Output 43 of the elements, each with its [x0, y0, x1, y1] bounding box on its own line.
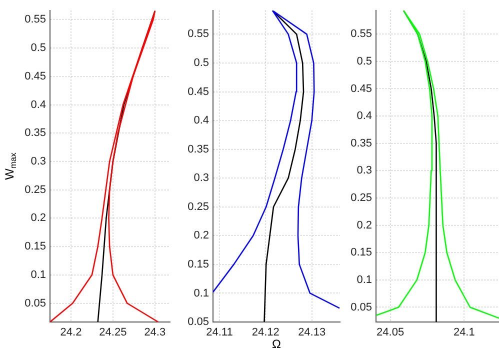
y-tick-label: 0.4 — [30, 98, 46, 111]
x-tick-label: 24.05 — [376, 326, 404, 339]
y-tick-label: 0.55 — [24, 14, 46, 26]
y-tick-label: 0.35 — [350, 137, 372, 150]
x-tick-label: 24.1 — [453, 326, 475, 339]
y-tick-label: 0.1 — [356, 274, 372, 286]
x-tick-label: 24.13 — [298, 326, 326, 339]
y-tick-label: 0.05 — [24, 297, 46, 310]
y-tick-label: 0.25 — [350, 192, 372, 204]
y-tick-label: 0.15 — [350, 246, 372, 259]
y-tick-label: 0.5 — [356, 55, 372, 68]
y-tick-label: 0.3 — [356, 164, 372, 177]
y-tick-label: 0.15 — [188, 258, 209, 270]
y-tick-label: 0.05 — [350, 301, 372, 314]
y-tick-label: 0.25 — [188, 200, 209, 213]
y-tick-label: 0.45 — [350, 82, 372, 95]
y-tick-label: 0.55 — [188, 28, 209, 40]
y-tick-label: 0.2 — [356, 219, 372, 232]
y-tick-label: 0.4 — [194, 114, 209, 127]
y-tick-label: 0.15 — [24, 240, 46, 253]
y-tick-label: 0.3 — [30, 156, 46, 168]
x-tick-label: 24.2 — [60, 326, 82, 339]
y-tick-label: 0.2 — [194, 230, 209, 242]
y-tick-label: 0.05 — [188, 316, 209, 328]
y-tick-label: 0.35 — [188, 143, 209, 156]
y-tick-label: 0.2 — [30, 212, 46, 224]
x-tick-label: 24.25 — [99, 326, 127, 339]
y-axis-title: Wmax — [2, 152, 18, 180]
y-tick-label: 0.45 — [24, 70, 46, 82]
x-tick-label: 24.11 — [206, 326, 233, 339]
x-tick-label: 24.3 — [144, 326, 166, 339]
y-tick-label: 0.5 — [30, 42, 46, 54]
y-tick-label: 0.35 — [24, 127, 46, 140]
x-tick-label: 24.12 — [252, 326, 280, 339]
y-tick-label: 0.4 — [356, 110, 372, 122]
y-tick-label: 0.5 — [194, 57, 209, 70]
y-tick-label: 0.1 — [30, 268, 46, 281]
y-tick-label: 0.55 — [350, 28, 372, 40]
x-axis-title: Ω — [272, 337, 282, 352]
y-tick-label: 0.45 — [188, 86, 209, 98]
y-tick-label: 0.25 — [24, 184, 46, 196]
y-tick-label: 0.3 — [194, 172, 209, 184]
y-tick-label: 0.1 — [194, 287, 209, 300]
